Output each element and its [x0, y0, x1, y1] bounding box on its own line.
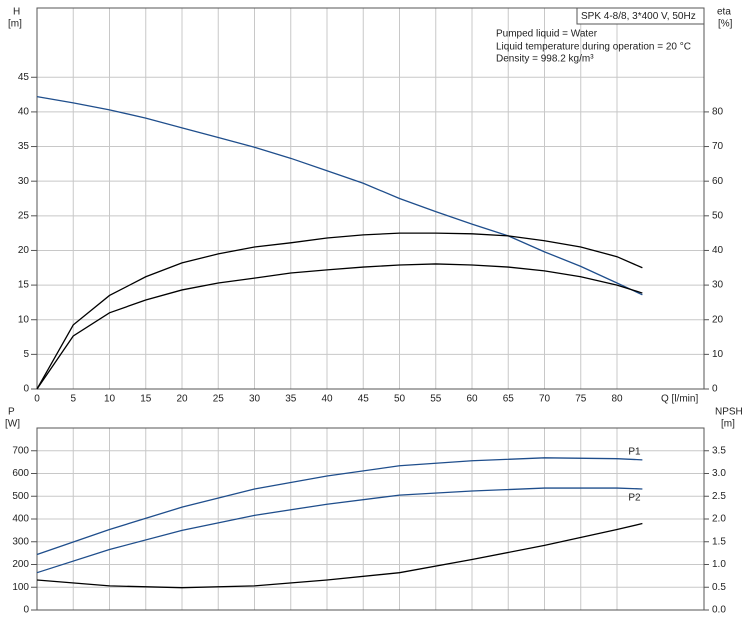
chart-title: SPK 4-8/8, 3*400 V, 50Hz	[581, 11, 696, 22]
x-tick-label: 50	[394, 394, 406, 405]
y-tick-label: 10	[18, 314, 30, 325]
y2-tick-label: 0	[712, 384, 718, 395]
annotation: Density = 998.2 kg/m³	[496, 54, 594, 65]
series-line	[36, 232, 643, 390]
x-tick-label: 25	[213, 394, 225, 405]
x-tick-label: 45	[358, 394, 370, 405]
y2-axis-label: NPSH	[715, 407, 743, 418]
y2-tick-label: 60	[712, 176, 724, 187]
y-tick-label: 5	[23, 349, 29, 360]
x-tick-label: 35	[285, 394, 297, 405]
y-tick-label: 600	[12, 468, 29, 479]
x-tick-label: 70	[539, 394, 551, 405]
x-tick-label: 75	[575, 394, 587, 405]
y-tick-label: 0	[23, 384, 29, 395]
y-tick-label: 700	[12, 445, 29, 456]
y2-axis-label: eta	[717, 7, 731, 18]
y-axis-label: P	[8, 407, 15, 418]
y-tick-label: 15	[18, 280, 30, 291]
x-tick-label: 65	[503, 394, 515, 405]
y-tick-label: 25	[18, 210, 30, 221]
y2-tick-label: 50	[712, 210, 724, 221]
y2-tick-label: 20	[712, 314, 724, 325]
x-tick-label: 55	[430, 394, 442, 405]
series-label: P1	[628, 446, 641, 457]
series-line	[36, 522, 643, 589]
y-axis-unit: [m]	[8, 19, 22, 30]
y-axis-label: H	[13, 7, 20, 18]
y-tick-label: 20	[18, 245, 30, 256]
series-line	[36, 457, 643, 556]
x-tick-label: 15	[140, 394, 152, 405]
y-axis-unit: [W]	[5, 419, 20, 430]
y2-tick-label: 0.0	[712, 605, 726, 616]
y2-tick-label: 2.0	[712, 514, 726, 525]
y-tick-label: 0	[23, 605, 29, 616]
plot-frame	[36, 7, 705, 390]
y2-tick-label: 2.5	[712, 491, 726, 502]
y2-tick-label: 40	[712, 245, 724, 256]
series-line	[36, 96, 643, 296]
x-tick-label: 30	[249, 394, 261, 405]
y2-axis-unit: [m]	[721, 419, 735, 430]
annotation: Liquid temperature during operation = 20…	[496, 42, 691, 53]
y2-tick-label: 3.0	[712, 468, 726, 479]
annotation: Pumped liquid = Water	[496, 29, 598, 40]
y2-tick-label: 80	[712, 107, 724, 118]
y-tick-label: 45	[18, 72, 30, 83]
x-tick-label: 5	[70, 394, 76, 405]
y2-tick-label: 3.5	[712, 445, 726, 456]
x-tick-label: 80	[611, 394, 623, 405]
x-tick-label: 0	[34, 394, 40, 405]
y-tick-label: 30	[18, 176, 30, 187]
y-tick-label: 40	[18, 107, 30, 118]
x-tick-label: 20	[176, 394, 188, 405]
y2-axis-unit: [%]	[718, 19, 733, 30]
y2-tick-label: 1.0	[712, 559, 726, 570]
y-tick-label: 300	[12, 536, 29, 547]
series-line	[36, 263, 643, 390]
y2-tick-label: 70	[712, 141, 724, 152]
series-line	[36, 487, 643, 574]
x-tick-label: 40	[321, 394, 333, 405]
y2-tick-label: 30	[712, 280, 724, 291]
x-axis-label: Q [l/min]	[661, 394, 698, 405]
title-box	[576, 7, 705, 25]
y2-tick-label: 0.5	[712, 582, 726, 593]
x-tick-label: 10	[104, 394, 116, 405]
y-tick-label: 200	[12, 559, 29, 570]
y2-tick-label: 1.5	[712, 536, 726, 547]
y-tick-label: 35	[18, 141, 30, 152]
y-tick-label: 400	[12, 514, 29, 525]
x-tick-label: 60	[466, 394, 478, 405]
series-label: P2	[628, 493, 641, 504]
y-tick-label: 100	[12, 582, 29, 593]
y-tick-label: 500	[12, 491, 29, 502]
y2-tick-label: 10	[712, 349, 724, 360]
